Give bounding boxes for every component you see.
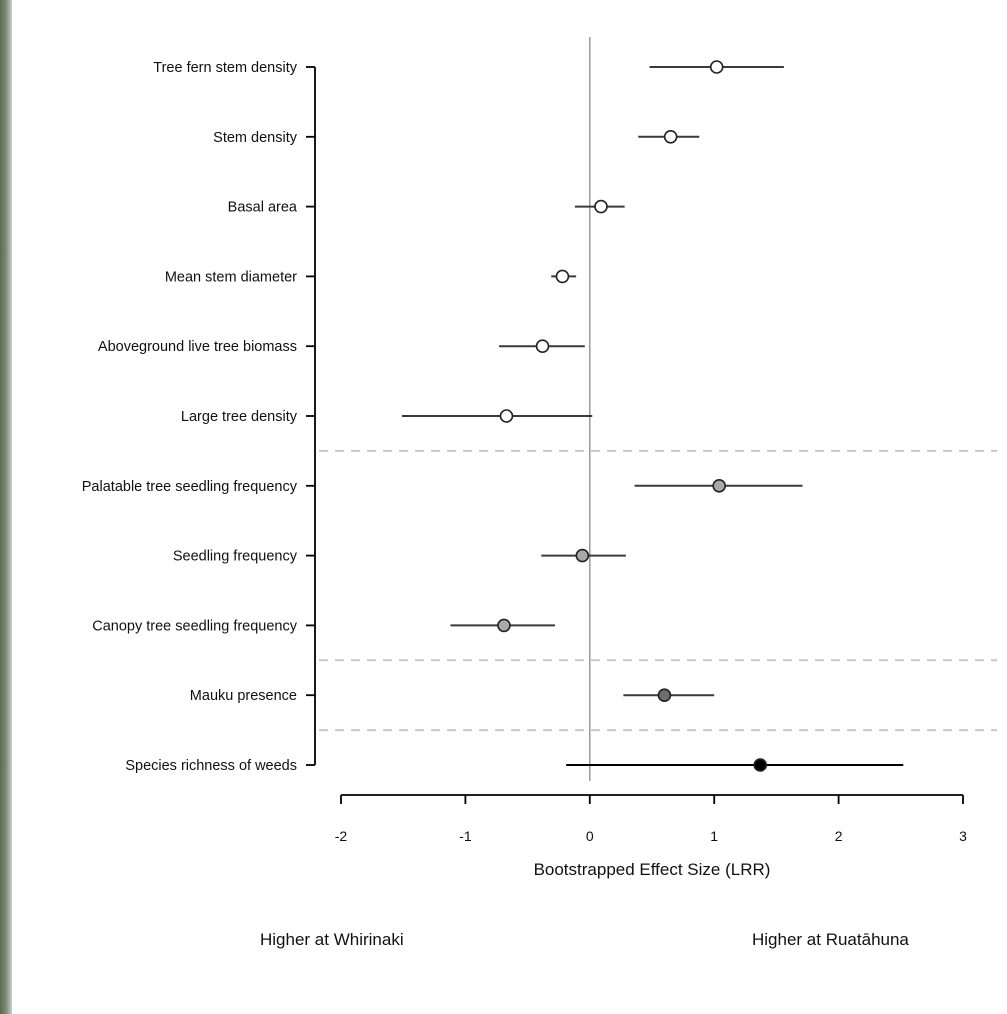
effect-estimate-point [499,409,514,423]
effect-estimate-point [753,758,768,772]
effect-estimate-point [535,339,550,354]
effect-estimate-point [555,269,570,284]
x-tick-label: 1 [710,828,718,844]
effect-estimate-point [712,478,726,493]
direction-label-left: Higher at Whirinaki [260,930,404,949]
x-tick-label: -1 [459,828,472,844]
effect-estimate-point [497,618,511,633]
row-label: Mauku presence [190,688,297,704]
x-tick-label: 2 [835,828,843,844]
row-label: Species richness of weeds [125,758,297,774]
row-label: Aboveground live tree biomass [98,339,297,355]
effect-estimate-point [657,688,672,703]
row-label: Large tree density [181,409,298,425]
forest-plot: -2 -1 0 1 2 3 Bootstrapped Effect Size (LRR) Tr… [82,37,997,879]
effect-estimate-point [594,199,608,214]
plot-area: -2 -1 0 1 2 3 Bootstrapped Effect Size (LRR) Tr… [12,0,1007,1014]
x-tick-label: 3 [959,828,967,844]
row-label: Palatable tree seedling frequency [82,479,298,495]
row-label: Canopy tree seedling frequency [92,618,297,634]
effect-estimate-point [663,130,678,144]
x-tick-label: 0 [586,828,594,844]
row-label: Mean stem diameter [165,269,297,285]
row-label: Tree fern stem density [153,60,297,76]
x-axis-title: Bootstrapped Effect Size (LRR) [534,860,771,879]
effect-estimate-point [709,60,724,74]
x-tick-label: -2 [335,828,348,844]
direction-label-right: Higher at Ruatāhuna [752,930,909,949]
row-label: Basal area [228,200,298,216]
row-label: Seedling frequency [173,549,298,565]
effect-estimate-point [575,548,590,563]
row-label: Stem density [213,130,298,146]
